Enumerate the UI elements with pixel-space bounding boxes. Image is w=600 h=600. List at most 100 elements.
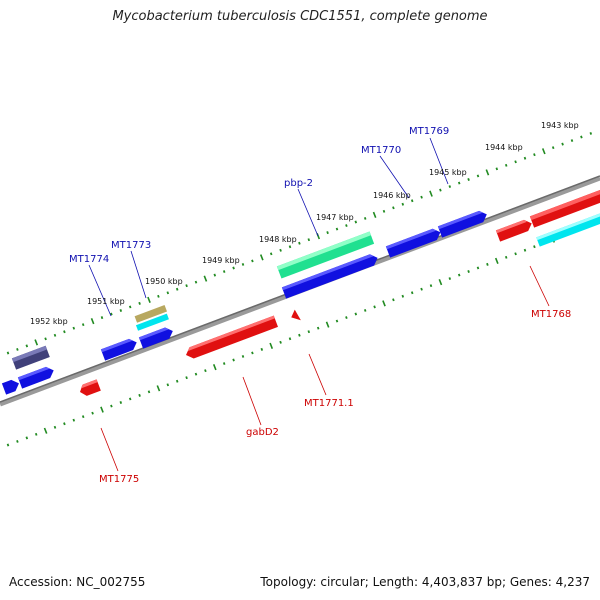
- minor-tick: [194, 280, 198, 284]
- accession-label: Accession: NC_002755: [9, 575, 146, 589]
- major-tick: [429, 190, 433, 197]
- gene-mt1770[interactable]: [385, 227, 443, 258]
- minor-tick: [580, 135, 583, 139]
- minor-tick: [288, 337, 292, 341]
- minor-tick: [476, 174, 480, 178]
- minor-tick: [561, 142, 564, 146]
- minor-tick: [213, 273, 217, 277]
- major-tick: [541, 148, 546, 155]
- map-title: Mycobacterium tuberculosis CDC1551, comp…: [112, 9, 488, 24]
- gene-misc-1950[interactable]: [134, 304, 168, 323]
- kbp-labels: 1943 kbp 1944 kbp 1945 kbp 1946 kbp 1947…: [30, 121, 579, 326]
- kbp-label: 1945 kbp: [429, 168, 467, 177]
- minor-tick: [279, 340, 282, 344]
- minor-tick: [279, 248, 282, 252]
- minor-tick: [504, 255, 508, 259]
- gene-labels[interactable]: MT1769 MT1770 pbp-2 MT1773 MT1774 MT1768…: [69, 126, 571, 485]
- gene-label-mt1773[interactable]: MT1773: [111, 240, 151, 251]
- gene-label-mt1769[interactable]: MT1769: [409, 126, 449, 137]
- minor-tick: [467, 178, 470, 181]
- minor-tick: [457, 181, 461, 185]
- minor-tick: [119, 401, 123, 404]
- minor-tick: [251, 259, 254, 263]
- gene-label-gabd2[interactable]: gabD2: [246, 427, 279, 438]
- gene-label-mt1770[interactable]: MT1770: [361, 145, 401, 156]
- minor-tick: [260, 347, 264, 351]
- minor-tick: [429, 284, 433, 288]
- gene-pseudo-1950[interactable]: [135, 313, 169, 331]
- minor-tick: [514, 252, 517, 256]
- major-tick: [156, 385, 161, 392]
- minor-tick: [467, 270, 470, 273]
- minor-tick: [241, 263, 245, 266]
- kbp-label: 1943 kbp: [541, 121, 579, 130]
- gene-mt1773[interactable]: [138, 325, 175, 349]
- gene-label-mt1775[interactable]: MT1775: [99, 474, 139, 485]
- gene-mt1769[interactable]: [437, 209, 489, 238]
- minor-tick: [175, 379, 179, 383]
- major-tick: [269, 342, 274, 349]
- gene-mt1774[interactable]: [100, 337, 139, 361]
- minor-tick: [410, 199, 414, 203]
- major-tick: [34, 339, 39, 346]
- minor-tick: [166, 383, 170, 387]
- minor-tick: [420, 195, 423, 199]
- minor-tick: [298, 333, 301, 337]
- gene-mt1771-1[interactable]: [289, 309, 301, 323]
- kbp-label: 1947 kbp: [316, 213, 354, 222]
- gene-forward-edge[interactable]: [1, 378, 21, 395]
- kbp-label: 1948 kbp: [259, 235, 297, 244]
- minor-tick: [63, 422, 66, 426]
- minor-tick: [185, 376, 188, 380]
- gene-mt1768[interactable]: [495, 218, 534, 242]
- minor-tick: [448, 185, 452, 188]
- gene-forward-left[interactable]: [17, 365, 56, 389]
- minor-tick: [100, 316, 104, 320]
- gene-label-mt1774[interactable]: MT1774: [69, 254, 109, 265]
- minor-tick: [91, 411, 94, 415]
- outer-tick-track: [6, 132, 593, 355]
- gene-pbp-2-rna[interactable]: [276, 231, 375, 279]
- minor-tick: [53, 425, 57, 429]
- minor-tick: [185, 284, 188, 288]
- minor-tick: [232, 266, 235, 270]
- gene-label-pbp-2[interactable]: pbp-2: [284, 178, 313, 189]
- minor-tick: [175, 287, 179, 291]
- gene-pseudo-right[interactable]: [536, 211, 600, 247]
- major-tick: [259, 254, 264, 261]
- gene-gabd2[interactable]: [184, 315, 278, 361]
- gene-other-left[interactable]: [11, 345, 50, 370]
- minor-tick: [63, 330, 66, 334]
- minor-tick: [523, 248, 527, 252]
- minor-tick: [354, 312, 358, 316]
- minor-tick: [232, 358, 235, 362]
- kbp-label: 1952 kbp: [30, 317, 68, 326]
- gene-mt1768-a[interactable]: [529, 188, 600, 228]
- gene-label-mt1768[interactable]: MT1768: [531, 309, 571, 320]
- major-tick: [90, 318, 95, 325]
- major-tick: [485, 169, 490, 176]
- major-tick: [325, 321, 330, 328]
- gene-mt1775[interactable]: [78, 379, 101, 397]
- minor-tick: [288, 245, 292, 249]
- minor-tick: [486, 262, 489, 266]
- major-tick: [372, 211, 377, 218]
- minor-tick: [589, 132, 593, 135]
- minor-tick: [194, 372, 198, 376]
- minor-tick: [335, 227, 339, 231]
- major-tick: [147, 296, 151, 303]
- minor-tick: [81, 323, 85, 327]
- minor-tick: [157, 294, 160, 298]
- minor-tick: [420, 287, 423, 291]
- kbp-label: 1951 kbp: [87, 297, 125, 306]
- minor-tick: [128, 397, 132, 401]
- minor-tick: [34, 432, 38, 436]
- genome-stats: Topology: circular; Length: 4,403,837 bp…: [260, 575, 590, 589]
- minor-tick: [335, 319, 339, 323]
- major-tick: [212, 364, 217, 371]
- minor-tick: [373, 305, 376, 309]
- gene-pbp-2[interactable]: [281, 252, 380, 299]
- minor-tick: [147, 390, 151, 394]
- major-tick: [438, 279, 443, 286]
- gene-label-mt1771-1[interactable]: MT1771.1: [304, 398, 354, 409]
